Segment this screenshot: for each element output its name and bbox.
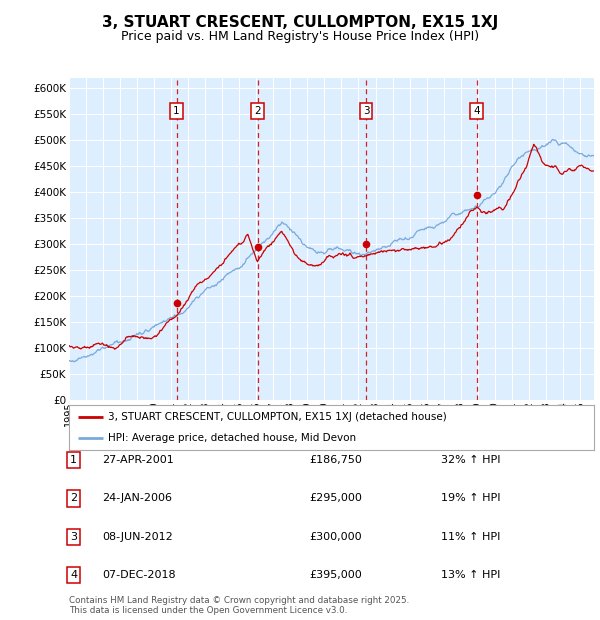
Text: 4: 4 xyxy=(70,570,77,580)
Text: 3, STUART CRESCENT, CULLOMPTON, EX15 1XJ: 3, STUART CRESCENT, CULLOMPTON, EX15 1XJ xyxy=(102,16,498,30)
Text: 1: 1 xyxy=(70,455,77,465)
Text: 32% ↑ HPI: 32% ↑ HPI xyxy=(441,455,500,465)
Text: HPI: Average price, detached house, Mid Devon: HPI: Average price, detached house, Mid … xyxy=(109,433,356,443)
Text: £300,000: £300,000 xyxy=(309,532,362,542)
Text: 2: 2 xyxy=(70,494,77,503)
Text: 4: 4 xyxy=(473,106,480,117)
Text: 3, STUART CRESCENT, CULLOMPTON, EX15 1XJ (detached house): 3, STUART CRESCENT, CULLOMPTON, EX15 1XJ… xyxy=(109,412,447,422)
Text: Price paid vs. HM Land Registry's House Price Index (HPI): Price paid vs. HM Land Registry's House … xyxy=(121,30,479,43)
Text: Contains HM Land Registry data © Crown copyright and database right 2025.
This d: Contains HM Land Registry data © Crown c… xyxy=(69,596,409,615)
Text: 19% ↑ HPI: 19% ↑ HPI xyxy=(441,494,500,503)
Text: £295,000: £295,000 xyxy=(309,494,362,503)
Text: 13% ↑ HPI: 13% ↑ HPI xyxy=(441,570,500,580)
Text: 07-DEC-2018: 07-DEC-2018 xyxy=(102,570,176,580)
Text: 2: 2 xyxy=(254,106,261,117)
Text: 1: 1 xyxy=(173,106,180,117)
Text: 3: 3 xyxy=(362,106,369,117)
Text: £186,750: £186,750 xyxy=(309,455,362,465)
Text: 27-APR-2001: 27-APR-2001 xyxy=(102,455,174,465)
Text: £395,000: £395,000 xyxy=(309,570,362,580)
Text: 24-JAN-2006: 24-JAN-2006 xyxy=(102,494,172,503)
Text: 08-JUN-2012: 08-JUN-2012 xyxy=(102,532,173,542)
Text: 11% ↑ HPI: 11% ↑ HPI xyxy=(441,532,500,542)
Text: 3: 3 xyxy=(70,532,77,542)
